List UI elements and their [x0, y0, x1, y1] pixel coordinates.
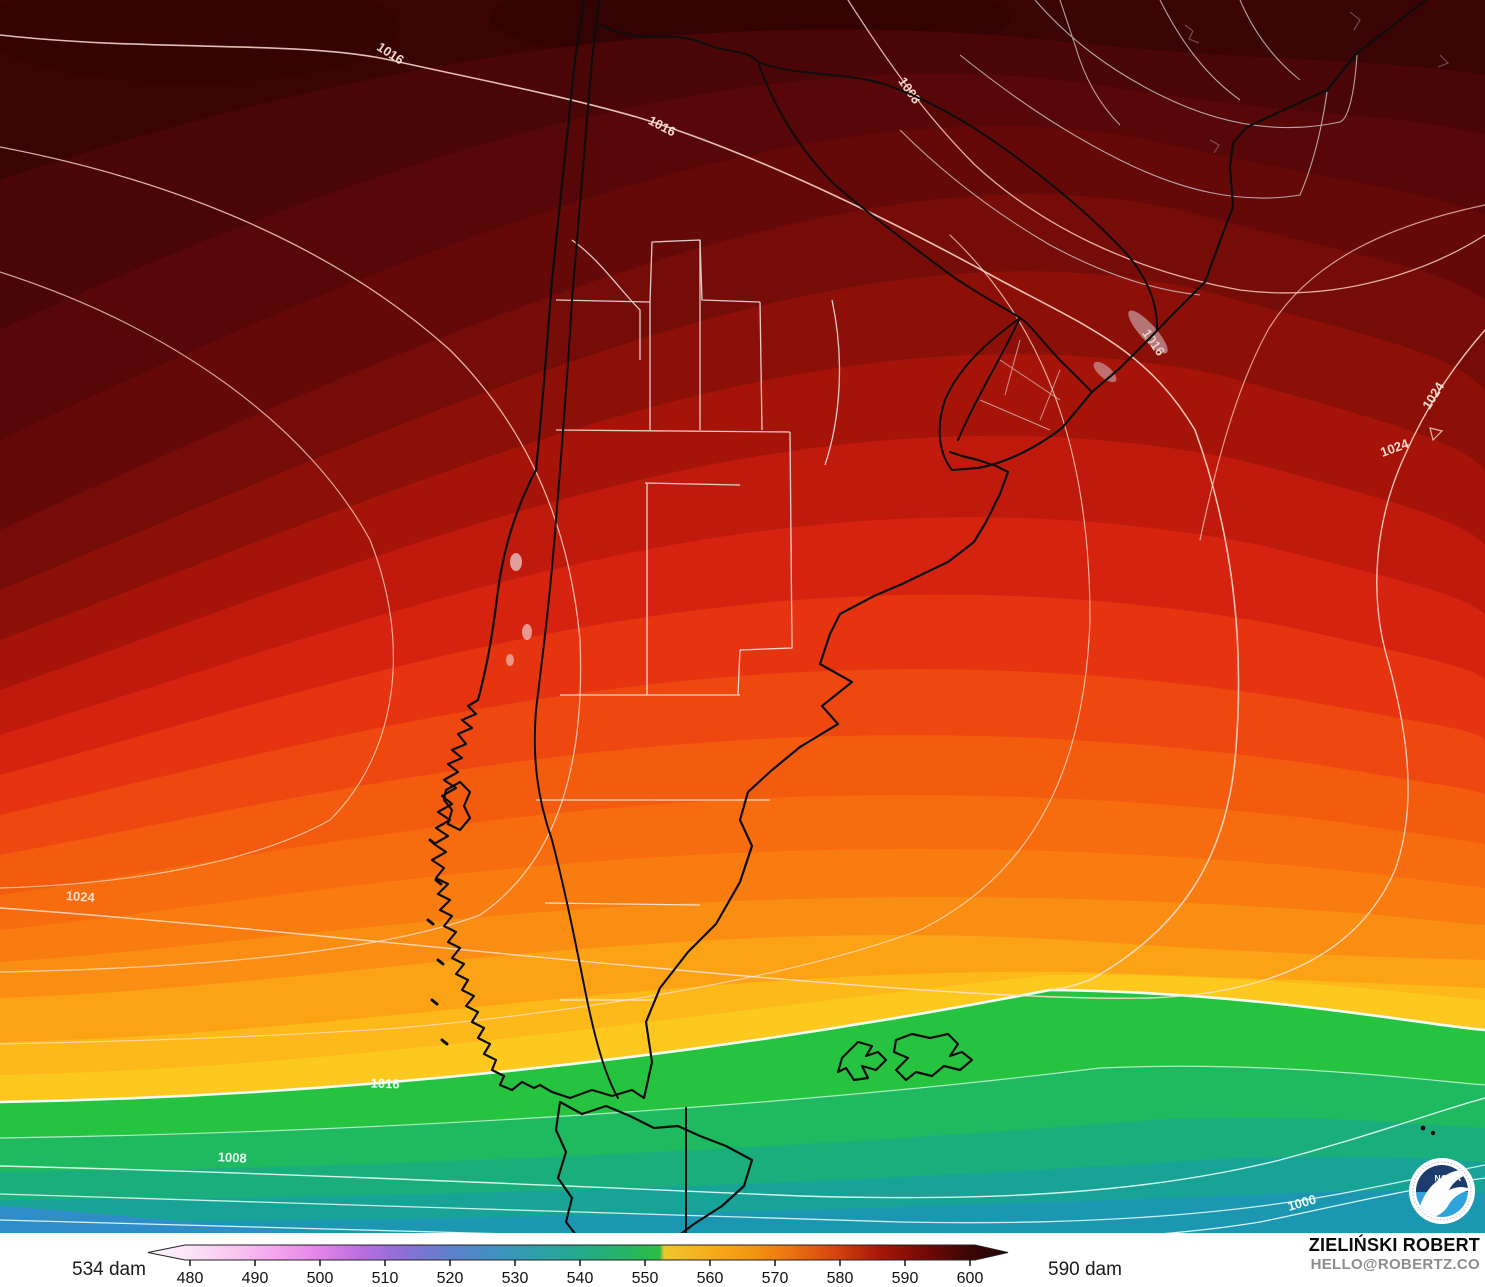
colorbar-tick-label: 490 — [242, 1270, 269, 1287]
colorbar-bar — [147, 1244, 1009, 1261]
colorbar-tick-label: 600 — [957, 1270, 984, 1287]
gradient-field — [0, 0, 1485, 1233]
noaa-wordmark: NOAA — [1434, 1173, 1461, 1183]
colorbar-tick-label: 480 — [177, 1270, 204, 1287]
isobar-label: 1016 — [370, 1076, 399, 1092]
colorbar-max-label: 590 dam — [1048, 1259, 1122, 1280]
colorbar-tick-label: 510 — [372, 1270, 399, 1287]
falkland-east — [892, 1032, 974, 1082]
footer: 534 dam 590 dam 480 490 500 510 520 530 540 550… — [0, 1233, 1485, 1287]
colorbar-tick-label: 500 — [307, 1270, 334, 1287]
coastline-main — [430, 0, 1010, 1100]
colorbar-tick-label: 580 — [827, 1270, 854, 1287]
contour-triangle-mark — [1429, 427, 1444, 442]
north-borders — [599, 24, 1021, 319]
isobar-1016-south-thick — [0, 988, 1485, 1104]
tierra-del-fuego — [558, 1100, 754, 1233]
lagoa-dos-patos — [1128, 310, 1168, 354]
isobar-label: 1024 — [65, 888, 96, 905]
brazil-state-borders — [899, 0, 1449, 296]
cold-blue-corner — [0, 1206, 310, 1233]
noaa-logo: NOAA — [1409, 1158, 1475, 1224]
province-borders — [536, 239, 1061, 1001]
colorbar-tick-label: 540 — [567, 1270, 594, 1287]
colorbar-tick-label: 560 — [697, 1270, 724, 1287]
coastline-borders — [426, 0, 1436, 1233]
uruguay-border — [938, 317, 1021, 471]
colorbar-tick-label: 520 — [437, 1270, 464, 1287]
colorbar-tick-label: 530 — [502, 1270, 529, 1287]
credit-email: HELLO@ROBERTZ.CO — [1310, 1255, 1480, 1273]
isobar-label: 1008 — [217, 1149, 247, 1165]
colorbar-tick-label: 590 — [892, 1270, 919, 1287]
colorbar-tick-label: 550 — [632, 1270, 659, 1287]
coastline-uruguay-brazil — [976, 0, 1428, 470]
credit-name: ZIELIŃSKI ROBERT — [1308, 1235, 1480, 1255]
andes-border — [533, 0, 619, 1099]
noaa-bird-icon — [1418, 1170, 1468, 1217]
chiloe-island — [442, 780, 472, 832]
map-canvas: 1016101610081016102410241024101610081000 — [0, 0, 1485, 1233]
colorbar-min-label: 534 dam — [72, 1259, 146, 1280]
colorbar-ticks: 480 490 500 510 520 530 540 550 560 570 580 590 600 — [177, 1260, 984, 1287]
falkland-west — [836, 1040, 888, 1082]
colorbar: 480 490 500 510 520 530 540 550 560 570 580 590 600 — [147, 1244, 1009, 1287]
lakes-salars — [506, 310, 1168, 666]
geopotential-map: 1016101610081016102410241024101610081000 — [0, 0, 1485, 1233]
credit-block: ZIELIŃSKI ROBERT HELLO@ROBERTZ.CO — [1309, 1235, 1480, 1273]
colorbar-tick-label: 570 — [762, 1270, 789, 1287]
